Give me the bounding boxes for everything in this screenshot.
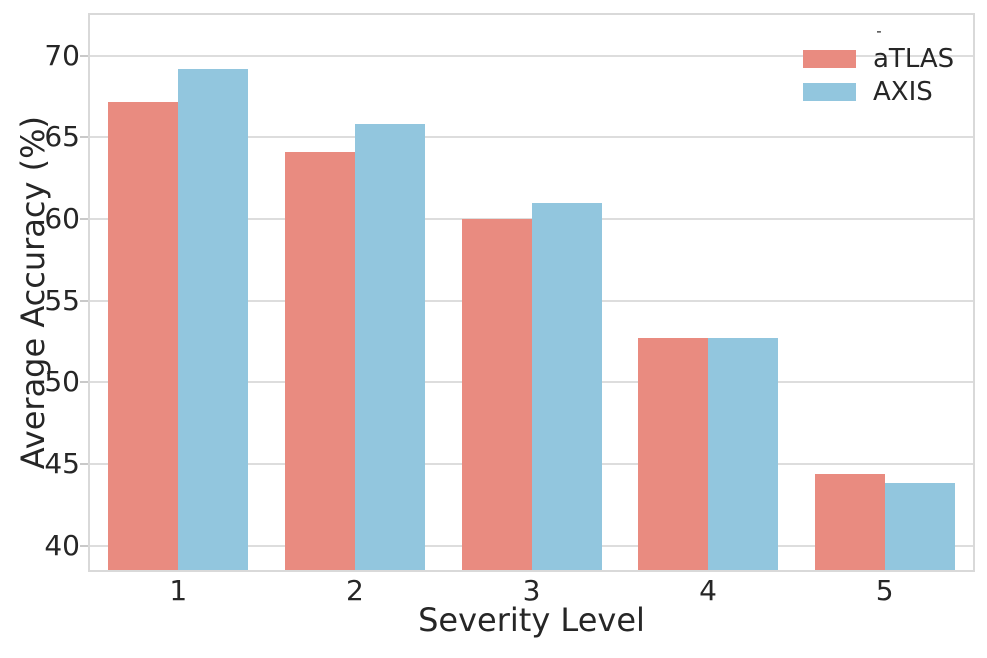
bar-axis-sev1 bbox=[178, 68, 249, 570]
legend: - aTLAS AXIS bbox=[803, 22, 955, 106]
bar-axis-sev4 bbox=[708, 338, 779, 570]
legend-item-axis: AXIS bbox=[803, 78, 955, 106]
bar-axis-sev2 bbox=[354, 124, 425, 570]
y-tick-label: 65 bbox=[44, 120, 80, 154]
y-tick-label: 45 bbox=[44, 446, 80, 480]
legend-label-atlas: aTLAS bbox=[873, 44, 955, 74]
bar-axis-sev5 bbox=[884, 483, 955, 570]
legend-item-atlas: aTLAS bbox=[803, 45, 955, 73]
legend-label-axis: AXIS bbox=[873, 77, 933, 107]
y-tick-mark bbox=[80, 381, 88, 384]
legend-swatch-atlas bbox=[803, 50, 856, 68]
x-tick-label: 5 bbox=[875, 574, 894, 607]
plot-area bbox=[88, 13, 975, 572]
y-gridline bbox=[90, 136, 973, 139]
x-tick-label: 2 bbox=[345, 574, 364, 607]
x-tick-label: 1 bbox=[169, 574, 188, 607]
y-tick-label: 50 bbox=[44, 365, 80, 399]
legend-title: - bbox=[876, 22, 882, 40]
y-tick-mark bbox=[80, 462, 88, 465]
x-tick-label: 4 bbox=[699, 574, 717, 607]
x-tick-label: 3 bbox=[522, 574, 541, 607]
y-tick-mark bbox=[80, 218, 88, 221]
y-tick-mark bbox=[80, 136, 88, 139]
bar-axis-sev3 bbox=[531, 202, 602, 570]
y-tick-label: 60 bbox=[44, 202, 80, 236]
y-tick-label: 55 bbox=[44, 283, 80, 317]
y-tick-mark bbox=[80, 299, 88, 302]
y-gridline bbox=[90, 54, 973, 57]
x-axis-label: Severity Level bbox=[418, 601, 645, 639]
bar-atlas-sev5 bbox=[814, 473, 885, 570]
y-tick-mark bbox=[80, 544, 88, 547]
bar-atlas-sev3 bbox=[461, 219, 532, 570]
bar-atlas-sev4 bbox=[638, 338, 709, 570]
y-tick-label: 70 bbox=[44, 38, 80, 72]
legend-swatch-axis bbox=[803, 83, 856, 101]
bar-atlas-sev1 bbox=[108, 101, 179, 570]
y-tick-mark bbox=[80, 54, 88, 57]
bar-atlas-sev2 bbox=[284, 152, 355, 570]
y-tick-label: 40 bbox=[44, 528, 80, 562]
